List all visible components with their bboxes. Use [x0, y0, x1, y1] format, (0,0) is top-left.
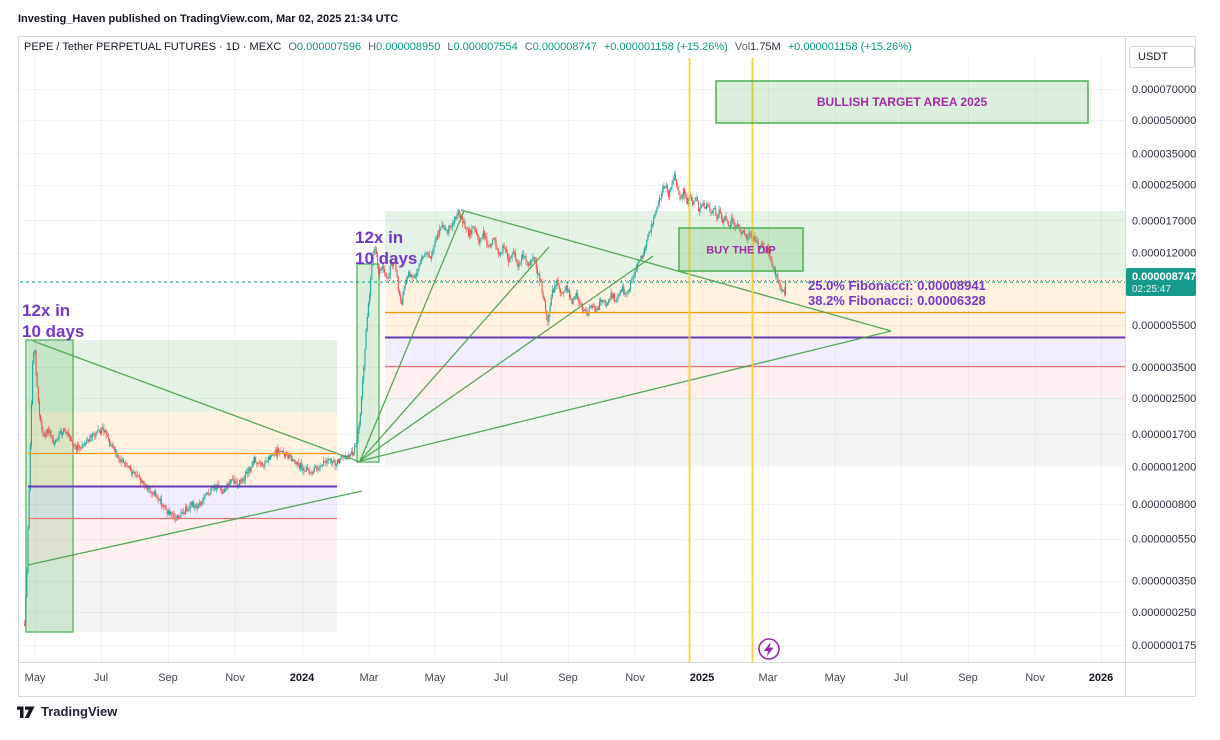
ohlc-close: C0.000008747 — [524, 41, 597, 53]
symbol-title[interactable]: PEPE / Tether PERPETUAL FUTURES · 1D · M… — [24, 41, 282, 53]
label-12x-2023: 12x in 10 days — [22, 301, 84, 341]
fib-zone-2023-lines — [28, 452, 337, 520]
currency-toggle-button[interactable]: USDT — [1129, 46, 1195, 68]
fib-label-1: 25.0% Fibonacci: 0.00008941 — [808, 278, 986, 293]
svg-text:10 days: 10 days — [22, 322, 84, 341]
time-tick-label: May — [25, 672, 46, 684]
price-tick-label: 0.000070000 — [1132, 84, 1196, 96]
price-tick-label: 0.000002500 — [1132, 393, 1196, 405]
price-tick-label: 0.000035000 — [1132, 148, 1196, 160]
price-tick-label: 0.000000350 — [1132, 576, 1196, 588]
time-tick-label: Jul — [894, 672, 908, 684]
fib-zone-2023 — [28, 340, 337, 632]
price-tick-label: 0.000000175 — [1132, 640, 1196, 652]
fib-zone-2024 — [385, 211, 1125, 465]
time-tick-label: May — [425, 672, 446, 684]
time-tick-label: 2024 — [290, 672, 315, 684]
time-tick-label: Sep — [958, 672, 978, 684]
pane-frame — [18, 36, 1196, 697]
countdown-label: 02:25:47 — [1132, 284, 1171, 295]
time-tick-label: Jul — [494, 672, 508, 684]
published-header: Investing_Haven published on TradingView… — [18, 13, 399, 25]
trendlines-layer — [27, 209, 892, 566]
footer-brand[interactable]: TradingView — [17, 704, 117, 719]
price-tick-label: 0.000003500 — [1132, 362, 1196, 374]
price-axis[interactable]: 0.000070000 0.000050000 0.000035000 0.00002… — [1132, 84, 1196, 652]
price-tick-label: 0.000012000 — [1132, 248, 1196, 260]
time-tick-label: Mar — [360, 672, 379, 684]
fib-zone-2024-lines — [385, 280, 1125, 368]
svg-text:10 days: 10 days — [355, 249, 417, 268]
price-tick-label: 0.000000800 — [1132, 499, 1196, 511]
time-tick-label: Sep — [158, 672, 178, 684]
time-axis[interactable]: May Jul Sep Nov 2024 Mar May Jul Sep Nov 2025 Mar Ma… — [25, 672, 1114, 684]
time-tick-label: Mar — [759, 672, 778, 684]
lightning-icon — [758, 638, 780, 660]
time-tick-label: 2026 — [1089, 672, 1113, 684]
bullish-target-box: BULLISH TARGET AREA 2025 — [715, 80, 1089, 124]
volume: Vol1.75M — [734, 41, 781, 53]
svg-text:BULLISH TARGET AREA 2025: BULLISH TARGET AREA 2025 — [817, 95, 988, 109]
buy-the-dip-box: BUY THE DIP — [678, 227, 804, 272]
time-tick-label: Sep — [558, 672, 578, 684]
tradingview-logo-icon — [17, 706, 35, 718]
price-tick-label: 0.000017000 — [1132, 215, 1196, 227]
label-12x-2024: 12x in 10 days — [355, 228, 417, 268]
price-tick-label: 0.000005500 — [1132, 320, 1196, 332]
symbol-legend: PEPE / Tether PERPETUAL FUTURES · 1D · M… — [24, 41, 912, 53]
svg-text:12x in: 12x in — [355, 228, 403, 247]
ohlc-low: L0.000007554 — [447, 41, 518, 53]
time-tick-label: Nov — [225, 672, 245, 684]
footer-brand-text: TradingView — [41, 704, 118, 719]
price-tick-label: 0.000001700 — [1132, 429, 1196, 441]
price-tick-label: 0.000050000 — [1132, 115, 1196, 127]
price-tick-label: 0.000000250 — [1132, 607, 1196, 619]
time-tick-label: Nov — [625, 672, 645, 684]
svg-text:BUY THE DIP: BUY THE DIP — [706, 245, 775, 257]
ohlc-high: H0.000008950 — [368, 41, 441, 53]
last-price-label: 0.000008747 — [1132, 271, 1196, 283]
time-tick-label: Jul — [94, 672, 108, 684]
pump-box-2024 — [356, 263, 380, 463]
grid-layer — [20, 56, 1125, 662]
bar-change: +0.000001158 (+15.26%) — [603, 41, 728, 53]
price-tick-label: 0.000025000 — [1132, 180, 1196, 192]
time-tick-label: Nov — [1025, 672, 1045, 684]
time-tick-label: 2025 — [690, 672, 714, 684]
volume-change: +0.000001158 (+15.26%) — [787, 41, 912, 53]
svg-text:12x in: 12x in — [22, 301, 70, 320]
fib-label-2: 38.2% Fibonacci: 0.00006328 — [808, 293, 986, 308]
time-tick-label: May — [825, 672, 846, 684]
ohlc-open: O0.000007596 — [288, 41, 362, 53]
price-tick-label: 0.000000550 — [1132, 534, 1196, 546]
price-tick-label: 0.000001200 — [1132, 461, 1196, 473]
